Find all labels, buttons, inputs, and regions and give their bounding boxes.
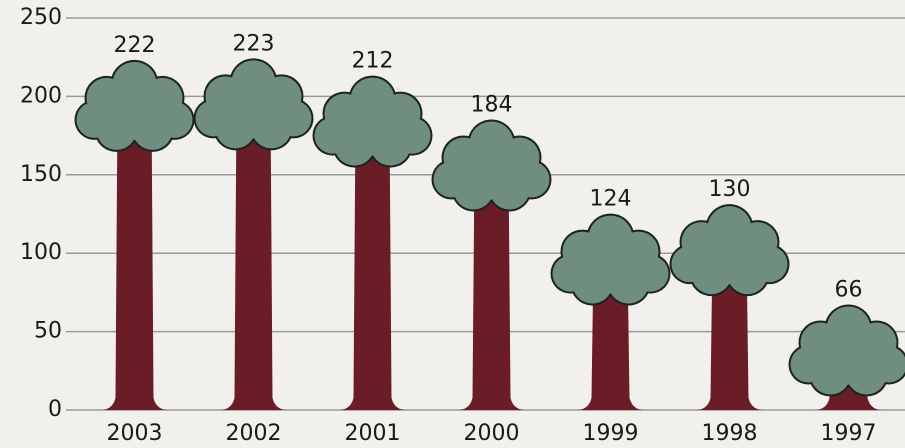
x-tick-label: 2001: [345, 421, 401, 446]
value-label: 222: [114, 33, 156, 58]
y-tick-label: 50: [34, 319, 62, 344]
y-tick-label: 150: [20, 162, 62, 187]
x-tick-label: 2002: [226, 421, 282, 446]
canopy: [583, 238, 639, 294]
value-label: 223: [233, 31, 275, 56]
canopy: [345, 100, 401, 156]
value-label: 124: [590, 187, 632, 212]
x-tick-label: 1998: [702, 421, 758, 446]
value-label: 212: [352, 49, 394, 74]
x-tick-label: 2003: [107, 421, 163, 446]
value-label: 66: [835, 278, 863, 303]
x-tick-label: 2000: [464, 421, 520, 446]
canopy: [464, 143, 520, 199]
canopy: [702, 228, 758, 284]
canopy: [226, 82, 282, 138]
x-tick-label: 1997: [821, 421, 877, 446]
y-tick-label: 200: [20, 83, 62, 108]
y-tick-label: 100: [20, 240, 62, 265]
canopy: [107, 84, 163, 140]
x-tick-label: 1999: [583, 421, 639, 446]
canopy: [821, 329, 877, 385]
y-tick-label: 0: [48, 397, 62, 422]
value-label: 130: [709, 177, 751, 202]
chart: 0 50 100 150 200 250 222 2003 223 2002 212 2001 184 2…: [0, 0, 905, 448]
y-tick-label: 250: [20, 5, 62, 30]
value-label: 184: [471, 92, 513, 117]
